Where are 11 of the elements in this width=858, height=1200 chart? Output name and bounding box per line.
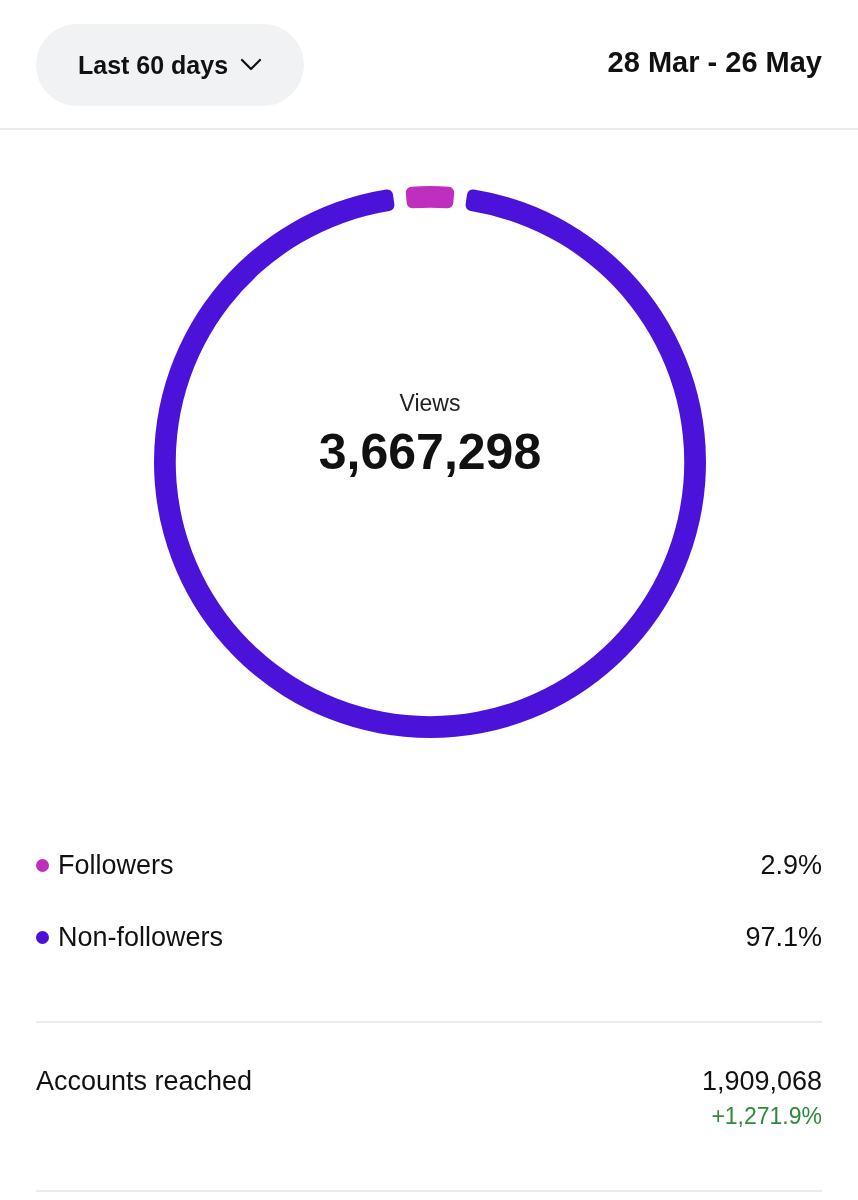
data-label: 97.1%	[745, 921, 822, 953]
text: 28 Mar - 26 May	[607, 46, 822, 79]
data-label: 2.9%	[760, 849, 822, 881]
text: Accounts reached	[36, 1066, 253, 1097]
text: 3,667,298	[317, 423, 543, 481]
text: 1,909,068	[701, 1066, 822, 1097]
text: +1,271.9%	[711, 1103, 822, 1130]
text: Last 60 days	[77, 50, 229, 80]
legend-label: Non-followers	[58, 921, 225, 953]
text: Views	[398, 390, 462, 417]
legend-label: Followers	[58, 849, 175, 881]
